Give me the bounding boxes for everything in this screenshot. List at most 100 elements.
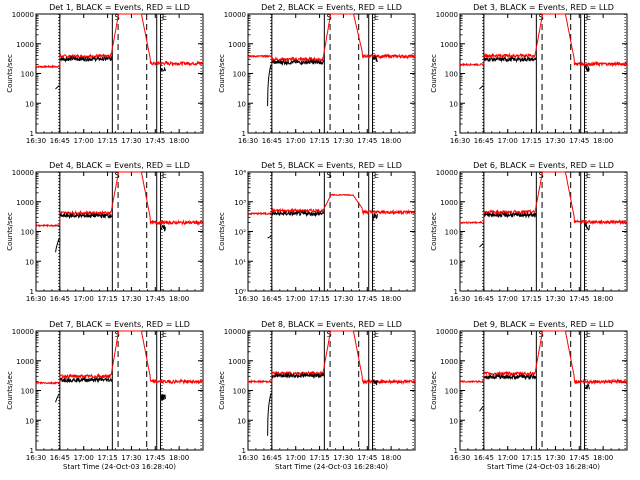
y-tick-label: 100 bbox=[445, 388, 458, 396]
x-tick-label: 17:45 bbox=[357, 295, 377, 303]
y-tick-label: 1000 bbox=[16, 358, 34, 366]
flag-label-end: E bbox=[162, 330, 167, 339]
events-series bbox=[372, 212, 378, 221]
flag-label-start: S bbox=[539, 13, 544, 22]
x-tick-label: 17:30 bbox=[545, 295, 565, 303]
x-tick-label: 16:30 bbox=[238, 295, 258, 303]
plot-frame bbox=[247, 330, 416, 451]
flag-label-end: E bbox=[162, 171, 167, 180]
x-tick-label: 17:45 bbox=[145, 295, 165, 303]
x-tick-label: 17:15 bbox=[97, 454, 117, 462]
x-tick-label: 16:45 bbox=[262, 454, 282, 462]
x-tick-label: 16:45 bbox=[474, 295, 494, 303]
events-series bbox=[483, 211, 537, 219]
lld-series bbox=[35, 13, 204, 69]
y-tick-label: 1 bbox=[242, 130, 246, 138]
lld-series bbox=[247, 193, 415, 216]
y-tick-label: 10000 bbox=[224, 11, 246, 19]
x-tick-label: 16:30 bbox=[238, 454, 258, 462]
x-tick-label: 18:00 bbox=[169, 137, 189, 145]
x-tick-label: 17:30 bbox=[121, 295, 141, 303]
flag-label-start: S bbox=[327, 330, 332, 339]
x-tick-label: 17:30 bbox=[333, 295, 353, 303]
y-axis-label: Counts/sec bbox=[6, 212, 14, 251]
events-series bbox=[160, 224, 166, 232]
y-tick-label: 10¹ bbox=[234, 258, 246, 266]
panel-title: Det 4, BLACK = Events, RED = LLD bbox=[49, 161, 190, 170]
y-tick-label: 10⁰ bbox=[234, 288, 246, 296]
events-series bbox=[372, 54, 378, 63]
y-tick-label: 1000 bbox=[440, 199, 458, 207]
events-series bbox=[267, 235, 272, 239]
flag-label-start: S bbox=[539, 171, 544, 180]
x-tick-label: 17:45 bbox=[145, 137, 165, 145]
x-tick-label: 17:45 bbox=[569, 295, 589, 303]
events-series bbox=[271, 209, 325, 218]
y-tick-label: 1 bbox=[30, 447, 34, 455]
x-tick-label: 18:00 bbox=[169, 454, 189, 462]
x-tick-label: 16:30 bbox=[26, 137, 46, 145]
panel-title: Det 3, BLACK = Events, RED = LLD bbox=[473, 3, 614, 12]
x-tick-label: 17:15 bbox=[97, 295, 117, 303]
events-series bbox=[59, 55, 113, 63]
y-tick-label: 10³ bbox=[234, 199, 246, 207]
x-tick-label: 17:15 bbox=[97, 137, 117, 145]
x-tick-label: 18:00 bbox=[381, 137, 401, 145]
panel-title: Det 6, BLACK = Events, RED = LLD bbox=[473, 161, 614, 170]
events-series bbox=[584, 64, 590, 72]
y-axis-label: Counts/sec bbox=[430, 54, 438, 93]
x-tick-label: 17:45 bbox=[569, 137, 589, 145]
events-series bbox=[483, 55, 537, 64]
panel-title: Det 2, BLACK = Events, RED = LLD bbox=[261, 3, 402, 12]
events-series bbox=[372, 379, 378, 386]
x-tick-label: 17:15 bbox=[521, 137, 541, 145]
flag-label-start: S bbox=[327, 171, 332, 180]
y-tick-label: 100 bbox=[233, 388, 246, 396]
x-tick-label: 17:00 bbox=[74, 137, 94, 145]
y-tick-label: 10⁴ bbox=[234, 169, 246, 177]
events-series bbox=[160, 393, 166, 402]
detector-panel-7: Det 7, BLACK = Events, RED = LLD 1 10 100 10… bbox=[6, 320, 204, 471]
x-tick-label: 16:30 bbox=[26, 295, 46, 303]
lld-series bbox=[459, 330, 628, 386]
x-tick-label: 16:30 bbox=[26, 454, 46, 462]
y-axis-label: Counts/sec bbox=[218, 212, 226, 251]
x-tick-label: 17:00 bbox=[286, 137, 306, 145]
y-tick-label: 10000 bbox=[12, 11, 34, 19]
flag-label-start: S bbox=[115, 171, 120, 180]
x-axis-label: Start Time (24-Oct-03 16:28:40) bbox=[275, 463, 388, 471]
plot-frame bbox=[35, 330, 204, 451]
x-tick-label: 17:15 bbox=[521, 454, 541, 462]
plot-frame bbox=[459, 13, 628, 134]
y-axis-label: Counts/sec bbox=[6, 54, 14, 93]
y-tick-label: 10 bbox=[449, 417, 458, 425]
panel-title: Det 1, BLACK = Events, RED = LLD bbox=[49, 3, 190, 12]
x-tick-label: 17:30 bbox=[545, 454, 565, 462]
plot-frame bbox=[35, 13, 204, 134]
y-tick-label: 10000 bbox=[12, 328, 34, 336]
flag-label-end: E bbox=[586, 13, 591, 22]
events-series bbox=[55, 238, 60, 253]
panel-title: Det 9, BLACK = Events, RED = LLD bbox=[473, 320, 614, 329]
events-series bbox=[271, 58, 325, 67]
y-tick-label: 10² bbox=[234, 229, 246, 237]
events-series bbox=[160, 66, 166, 72]
y-tick-label: 10 bbox=[25, 417, 34, 425]
y-tick-label: 1000 bbox=[16, 199, 34, 207]
y-tick-label: 10 bbox=[237, 100, 246, 108]
x-tick-label: 17:00 bbox=[498, 454, 518, 462]
x-tick-label: 16:30 bbox=[450, 295, 470, 303]
x-tick-label: 18:00 bbox=[381, 295, 401, 303]
flag-label-start: S bbox=[327, 13, 332, 22]
x-tick-label: 17:45 bbox=[357, 454, 377, 462]
y-axis-label: Counts/sec bbox=[218, 54, 226, 93]
x-tick-label: 17:30 bbox=[333, 137, 353, 145]
events-series bbox=[267, 64, 272, 107]
detector-panel-1: Det 1, BLACK = Events, RED = LLD 1 10 100 10… bbox=[6, 3, 204, 145]
panel-title: Det 5, BLACK = Events, RED = LLD bbox=[261, 161, 402, 170]
y-tick-label: 1 bbox=[454, 447, 458, 455]
y-tick-label: 1000 bbox=[440, 41, 458, 49]
events-series bbox=[584, 222, 590, 231]
plot-frame bbox=[459, 171, 628, 292]
flag-label-end: E bbox=[586, 330, 591, 339]
